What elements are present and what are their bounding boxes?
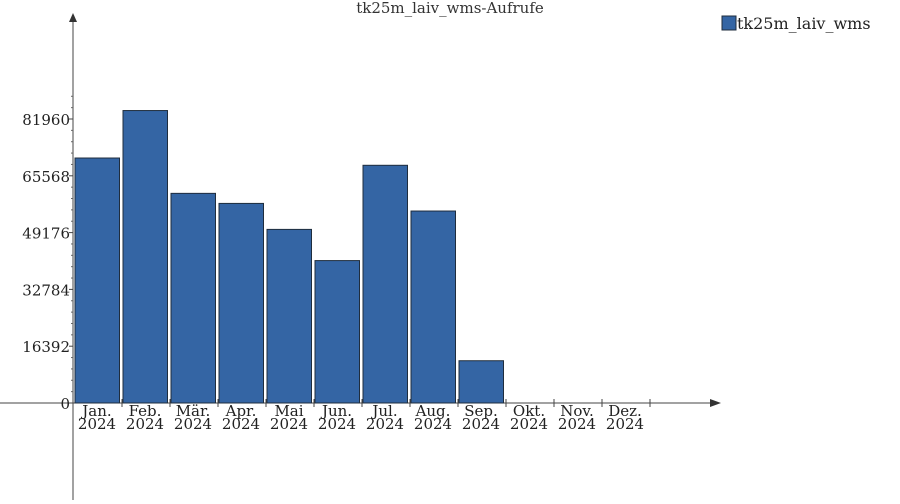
bar-sep [458, 360, 504, 404]
bar-feb [122, 110, 168, 404]
x-tick-label-month: Jul. [370, 402, 397, 420]
bar-mai [266, 228, 312, 404]
x-tick-label-year: 2024 [126, 415, 164, 433]
x-tick-label-month: Nov. [560, 402, 594, 420]
x-tick-label-year: 2024 [414, 415, 452, 433]
legend-swatch [721, 15, 737, 31]
bar-jun [314, 260, 360, 404]
x-tick-label-year: 2024 [222, 415, 260, 433]
x-axis-arrow [710, 399, 721, 407]
x-tick-label-month: Mär. [176, 402, 211, 420]
y-tick-label: 65568 [22, 168, 70, 186]
bar-apr [218, 202, 264, 404]
legend: tk25m_laiv_wms [721, 14, 871, 33]
x-tick-label-month: Feb. [129, 402, 162, 420]
x-tick-label-year: 2024 [606, 415, 644, 433]
legend-label: tk25m_laiv_wms [737, 14, 871, 33]
y-tick-label: 49176 [22, 225, 70, 243]
bar-mär [170, 192, 216, 404]
x-axis-ticks: Jan.2024Feb.2024Mär.2024Apr.2024Mai2024J… [78, 399, 651, 433]
x-tick-label-year: 2024 [174, 415, 212, 433]
chart-title: tk25m_laiv_wms-Aufrufe [356, 0, 544, 17]
x-tick-label-year: 2024 [78, 415, 116, 433]
y-tick-label: 32784 [22, 281, 70, 299]
x-tick-label-month: Jun. [320, 402, 352, 420]
x-tick-label-year: 2024 [510, 415, 548, 433]
x-tick-label-year: 2024 [366, 415, 404, 433]
y-tick-label: 81960 [22, 111, 70, 129]
x-tick-label-month: Okt. [513, 402, 545, 420]
bar-aug [410, 210, 456, 404]
x-tick-label-month: Sep. [464, 402, 498, 420]
x-tick-label-year: 2024 [462, 415, 500, 433]
y-tick-label: 16392 [22, 338, 70, 356]
x-tick-label-month: Apr. [225, 402, 257, 420]
y-tick-label: 0 [60, 395, 70, 413]
x-tick-label-month: Aug. [415, 402, 451, 420]
y-axis-ticks: 81960 65568 49176 32784 16392 0 [22, 95, 73, 413]
x-tick-label-year: 2024 [558, 415, 596, 433]
y-axis-arrow [69, 13, 77, 22]
x-tick-label-month: Dez. [608, 402, 642, 420]
x-tick-label-month: Mai [274, 402, 303, 420]
bars [74, 110, 504, 404]
bar-jul [362, 164, 408, 404]
x-tick-label-year: 2024 [270, 415, 308, 433]
x-tick-label-year: 2024 [318, 415, 356, 433]
x-tick-label-month: Jan. [80, 402, 111, 420]
bar-jan [74, 157, 120, 404]
